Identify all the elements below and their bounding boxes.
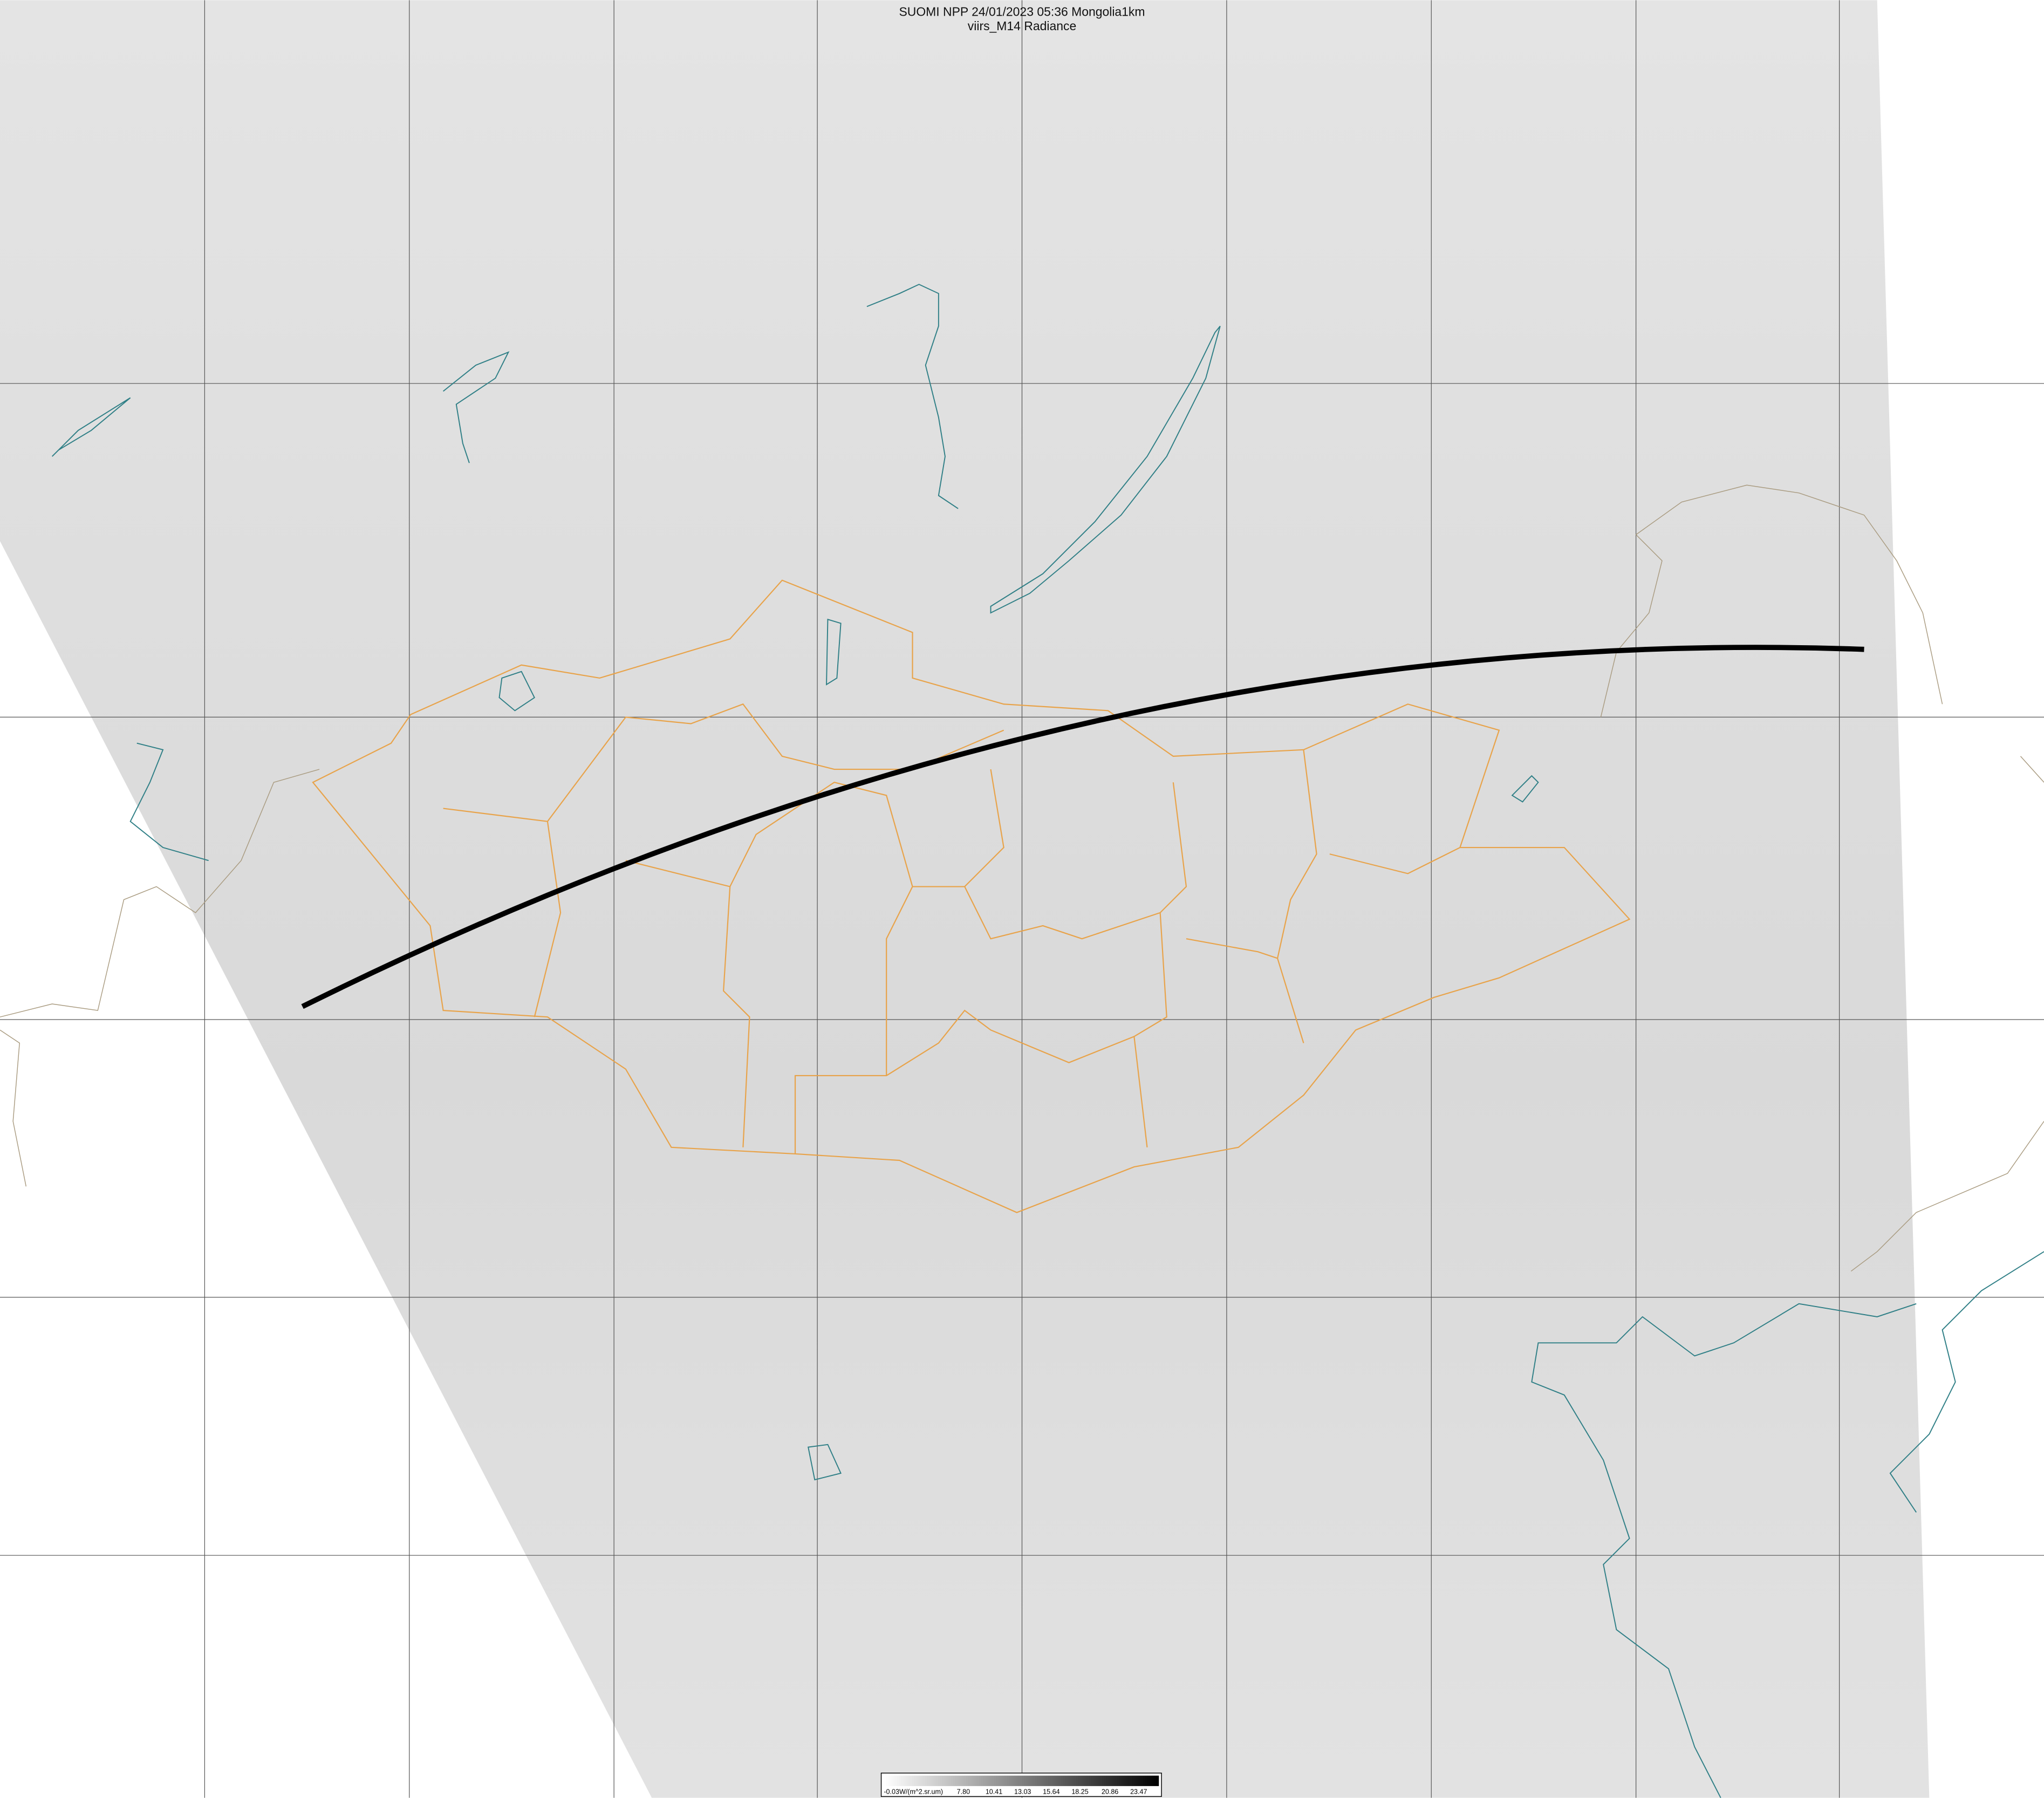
colorbar-label: 18.25 [1071,1788,1088,1795]
mongolia-boundaries [312,579,1631,1213]
coastlines-lakes [51,284,2044,1798]
colorbar [884,1775,1159,1786]
colorbar-label: 15.64 [1043,1788,1059,1795]
orbit-track [301,645,1864,1009]
colorbar-label: 13.03 [1014,1788,1031,1795]
satellite-swath [0,0,1930,1798]
colorbar-labels: -0.03W/(m^2.sr.um) 7.80 10.41 13.03 15.64 18.… [884,1788,1147,1795]
colorbar-label: 7.80 [957,1788,970,1795]
colorbar-label: -0.03W/(m^2.sr.um) [884,1788,943,1795]
map-subtitle: viirs_M14 Radiance [968,19,1076,33]
colorbar-label: 10.41 [986,1788,1002,1795]
colorbar-label: 23.47 [1130,1788,1147,1795]
colorbar-label: 20.86 [1102,1788,1118,1795]
map-title: SUOMI NPP 24/01/2023 05:36 Mongolia1km [899,4,1145,18]
country-borders [0,484,2044,1271]
